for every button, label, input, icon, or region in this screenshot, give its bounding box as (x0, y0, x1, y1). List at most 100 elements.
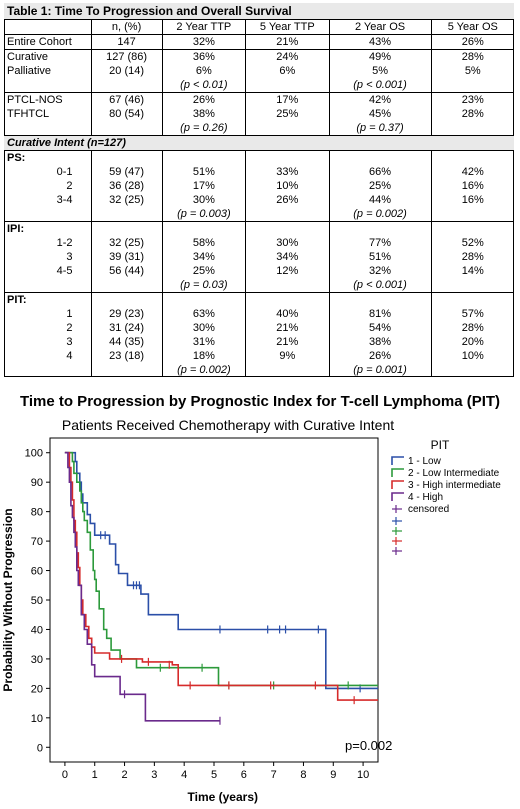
table-cell: 26% (328, 349, 432, 363)
p-value-row: (p = 0.002) (p = 0.001) (4, 363, 514, 377)
table-cell: 26% (161, 92, 246, 107)
table-cell: 28% (430, 250, 514, 264)
table-row: 3-4 32 (25) 30% 26% 44% 16% (4, 193, 514, 207)
x-tick-label: 0 (62, 769, 68, 781)
legend-label-censored: censored (408, 504, 449, 515)
table-header-row: n, (%) 2 Year TTP 5 Year TTP 2 Year OS 5… (4, 19, 514, 35)
x-tick-label: 8 (300, 769, 306, 781)
p-value-annotation: p=0.002 (345, 738, 392, 753)
x-tick-label: 6 (241, 769, 247, 781)
table-row: Entire Cohort 147 32% 21% 43% 26% (4, 34, 514, 50)
table-cell: 51% (328, 250, 432, 264)
table-cell: 66% (328, 165, 432, 179)
table-cell: 9% (245, 349, 330, 363)
y-tick-label: 10 (31, 713, 43, 725)
chart-title: Time to Progression by Prognostic Index … (20, 393, 500, 410)
table-cell: 18% (161, 349, 246, 363)
table-cell: 42% (430, 165, 514, 179)
table-cell: 31% (161, 335, 246, 349)
table-cell: 77% (328, 236, 432, 250)
x-tick-label: 7 (271, 769, 277, 781)
table-cell: 147 (90, 34, 163, 50)
table-cell: 28% (430, 107, 514, 121)
table-cell: 32 (25) (90, 236, 163, 250)
table-cell: 32 (25) (90, 193, 163, 207)
table-cell: 20% (430, 335, 514, 349)
table-cell: 57% (430, 307, 514, 321)
x-tick-label: 2 (121, 769, 127, 781)
y-tick-label: 40 (31, 624, 43, 636)
row-label: 4 (66, 350, 73, 362)
legend-swatch (391, 492, 404, 501)
table-cell: 30% (161, 193, 246, 207)
table-row: 2 36 (28) 17% 10% 25% 16% (4, 179, 514, 193)
p-value-row: (p = 0.03) (p < 0.001) (4, 278, 514, 293)
table-cell: 28% (430, 49, 514, 64)
series-line-3 (64, 451, 378, 701)
table-cell: 34% (161, 250, 246, 264)
x-tick-label: 5 (211, 769, 217, 781)
x-tick-label: 3 (151, 769, 157, 781)
p-value: (p = 0.37) (328, 121, 432, 136)
table-cell: 25% (161, 264, 246, 278)
p-value: (p = 0.002) (328, 207, 432, 222)
table-cell: 25% (245, 107, 330, 121)
curative-intent-label: Curative Intent (n=127) (4, 135, 514, 151)
y-tick-label: 60 (31, 566, 43, 578)
x-tick-label: 9 (330, 769, 336, 781)
table-cell: 58% (161, 236, 246, 250)
table-row: Palliative 20 (14) 6% 6% 5% 5% (4, 64, 514, 78)
y-tick-label: 100 (25, 448, 43, 460)
table-cell: 81% (328, 307, 432, 321)
y-tick-label: 50 (31, 595, 43, 607)
x-tick-label: 4 (181, 769, 187, 781)
table-cell: 38% (161, 107, 246, 121)
table-cell: 34% (245, 250, 330, 264)
table-title-row: Table 1: Time To Progression and Overall… (4, 3, 514, 20)
table-cell: 17% (245, 92, 330, 107)
header-cell (4, 19, 92, 35)
curative-intent-row: Curative Intent (n=127) (4, 135, 514, 151)
y-axis: 0 10 20 30 40 50 60 70 80 90 100 (25, 448, 50, 754)
p-value: (p < 0.001) (328, 78, 432, 93)
table-cell: 40% (245, 307, 330, 321)
table-cell: 52% (430, 236, 514, 250)
table-cell: 32% (328, 264, 432, 278)
table-cell: 44% (328, 193, 432, 207)
header-cell: 2 Year OS (328, 19, 432, 35)
table-cell: 56 (44) (90, 264, 163, 278)
table-row: Curative 127 (86) 36% 24% 49% 28% (4, 49, 514, 64)
p-value-row: (p = 0.26) (p = 0.37) (4, 121, 514, 136)
table-cell: 26% (245, 193, 330, 207)
table-cell: 6% (161, 64, 246, 78)
row-label: 0-1 (56, 166, 73, 178)
survival-curves (64, 451, 378, 725)
table-cell: 28% (430, 321, 514, 335)
table-row: 3 39 (31) 34% 34% 51% 28% (4, 250, 514, 264)
table-row: 1-2 32 (25) 58% 30% 77% 52% (4, 236, 514, 250)
table-cell: 59 (47) (90, 165, 163, 179)
table-cell: 30% (161, 321, 246, 335)
table-cell: 14% (430, 264, 514, 278)
legend-swatch (391, 456, 404, 465)
row-label: 1-2 (56, 237, 73, 249)
p-value-row: (p = 0.003) (p = 0.002) (4, 207, 514, 222)
table-cell: 25% (328, 179, 432, 193)
p-value-row: (p < 0.01) (p < 0.001) (4, 78, 514, 93)
section-header-row: PIT: (4, 292, 514, 307)
table-cell: 127 (86) (90, 49, 163, 64)
legend-label: 4 - High (408, 492, 443, 503)
row-label: Entire Cohort (4, 34, 92, 50)
table-cell: 43% (328, 34, 432, 50)
section-label-ipi: IPI: (4, 221, 92, 236)
x-tick-label: 1 (92, 769, 98, 781)
header-cell: n, (%) (90, 19, 163, 35)
table-cell: 6% (245, 64, 330, 78)
x-axis-label: Time (years) (188, 790, 258, 804)
y-tick-label: 70 (31, 536, 43, 548)
table-cell: 16% (430, 193, 514, 207)
table-cell: 45% (328, 107, 432, 121)
table-cell: 21% (245, 321, 330, 335)
p-value: (p = 0.26) (161, 121, 246, 136)
